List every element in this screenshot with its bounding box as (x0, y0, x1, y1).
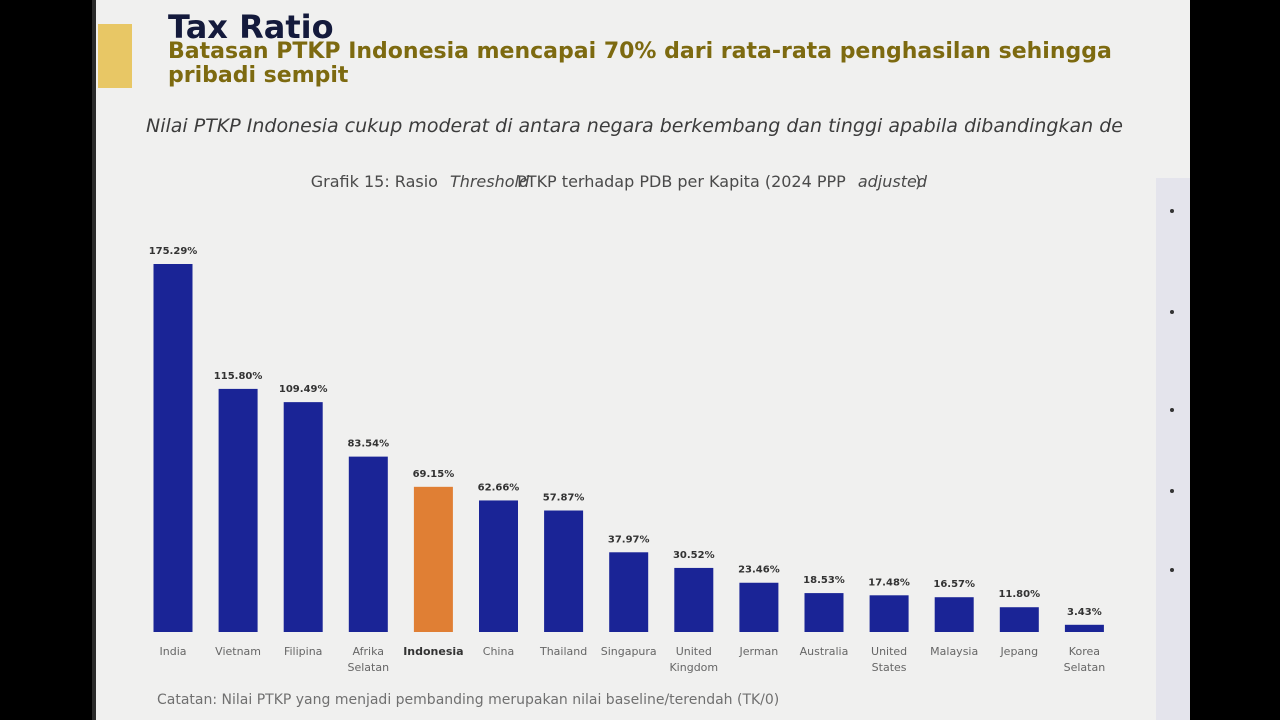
data-label: 30.52% (673, 550, 715, 561)
slide-edge (92, 0, 96, 720)
category-label: United Kingdom (669, 645, 718, 674)
data-label: 11.80% (998, 589, 1040, 600)
chart-title-italic-threshold: Threshold (449, 172, 530, 191)
data-label: 23.46% (738, 565, 780, 576)
bar-jerman (739, 582, 779, 632)
category-label: Jerman (739, 645, 779, 658)
bar-filipina (283, 402, 323, 632)
bullet-dot (1170, 408, 1174, 412)
category-label: China (483, 645, 514, 658)
bullet-dot (1170, 489, 1174, 493)
bar-indonesia (413, 486, 453, 632)
category-label-line: Vietnam (215, 645, 261, 658)
chart-title-middle: PTKP terhadap PDB per Kapita (2024 PPP (517, 172, 846, 191)
subtitle-line-1: Batasan PTKP Indonesia mencapai 70% dari… (168, 39, 1112, 64)
bar-singapura (609, 552, 649, 632)
accent-bar (98, 24, 132, 88)
data-label: 37.97% (608, 534, 650, 545)
category-label: Malaysia (930, 645, 978, 658)
data-label: 62.66% (478, 482, 520, 493)
bar-korea-selatan (1064, 624, 1104, 632)
data-label: 175.29% (149, 246, 198, 257)
bullet-dot (1170, 209, 1174, 213)
category-label: Afrika Selatan (348, 645, 390, 674)
category-label-line: Jepang (999, 645, 1038, 658)
data-label: 18.53% (803, 575, 845, 586)
data-label: 115.80% (214, 371, 263, 382)
category-label-line: Korea (1069, 645, 1100, 658)
bar-afrika-selatan (348, 456, 388, 632)
category-label-line: United (871, 645, 907, 658)
category-label: Singapura (601, 645, 657, 658)
bullet-dot (1170, 568, 1174, 572)
data-label: 57.87% (543, 493, 585, 504)
category-label-line: Filipina (284, 645, 322, 658)
page-title: Tax Ratio (168, 8, 334, 46)
category-label-line: Kingdom (669, 661, 718, 674)
bar-vietnam (218, 388, 258, 632)
subtitle-line-2: pribadi sempit (168, 63, 349, 88)
chart-title: Grafik 15: Rasio Threshold PTKP terhadap… (0, 172, 1280, 191)
category-label: Indonesia (403, 645, 463, 658)
chart-title-prefix: Grafik 15: Rasio (310, 172, 438, 191)
data-label: 69.15% (413, 469, 455, 480)
category-label: India (160, 645, 187, 658)
bar-india (153, 264, 193, 632)
chart-title-italic-adjusted: adjusted (857, 172, 927, 191)
category-label: Jepang (999, 645, 1038, 658)
category-label: United States (871, 645, 907, 674)
category-label-line: Selatan (1064, 661, 1106, 674)
category-label-line: India (160, 645, 187, 658)
category-label-line: Singapura (601, 645, 657, 658)
category-label: Australia (800, 645, 849, 658)
description-text: Nilai PTKP Indonesia cukup moderat di an… (146, 115, 1123, 137)
screen-border-right (1190, 0, 1280, 720)
category-label-line: Australia (800, 645, 849, 658)
bullet-dot (1170, 310, 1174, 314)
bar-australia (804, 593, 844, 632)
category-label-line: States (872, 661, 907, 674)
category-label-line: China (483, 645, 514, 658)
category-label-line: Thailand (539, 645, 587, 658)
side-panel (1156, 178, 1190, 720)
data-label: 3.43% (1067, 607, 1102, 618)
category-label-line: United (676, 645, 712, 658)
category-label-line: Jerman (739, 645, 779, 658)
data-label: 83.54% (347, 439, 389, 450)
category-label-line: Afrika (353, 645, 385, 658)
bar-united-kingdom (674, 567, 714, 632)
chart-title-suffix: ) (914, 172, 922, 191)
data-label: 16.57% (933, 579, 975, 590)
category-label: Thailand (539, 645, 587, 658)
data-label: 109.49% (279, 384, 328, 395)
data-label: 17.48% (868, 577, 910, 588)
category-label: Filipina (284, 645, 322, 658)
bar-thailand (544, 510, 584, 632)
category-label: Vietnam (215, 645, 261, 658)
category-label-line: Selatan (348, 661, 390, 674)
bar-malaysia (934, 597, 974, 632)
category-label-line: Malaysia (930, 645, 978, 658)
bar-china (479, 500, 518, 632)
chart-note: Catatan: Nilai PTKP yang menjadi pemband… (157, 692, 780, 708)
bar-united-states (869, 595, 909, 632)
bar-jepang (999, 607, 1039, 632)
category-label-line: Indonesia (403, 645, 463, 658)
page-subtitle: Batasan PTKP Indonesia mencapai 70% dari… (168, 40, 1198, 88)
category-label: Korea Selatan (1064, 645, 1106, 674)
